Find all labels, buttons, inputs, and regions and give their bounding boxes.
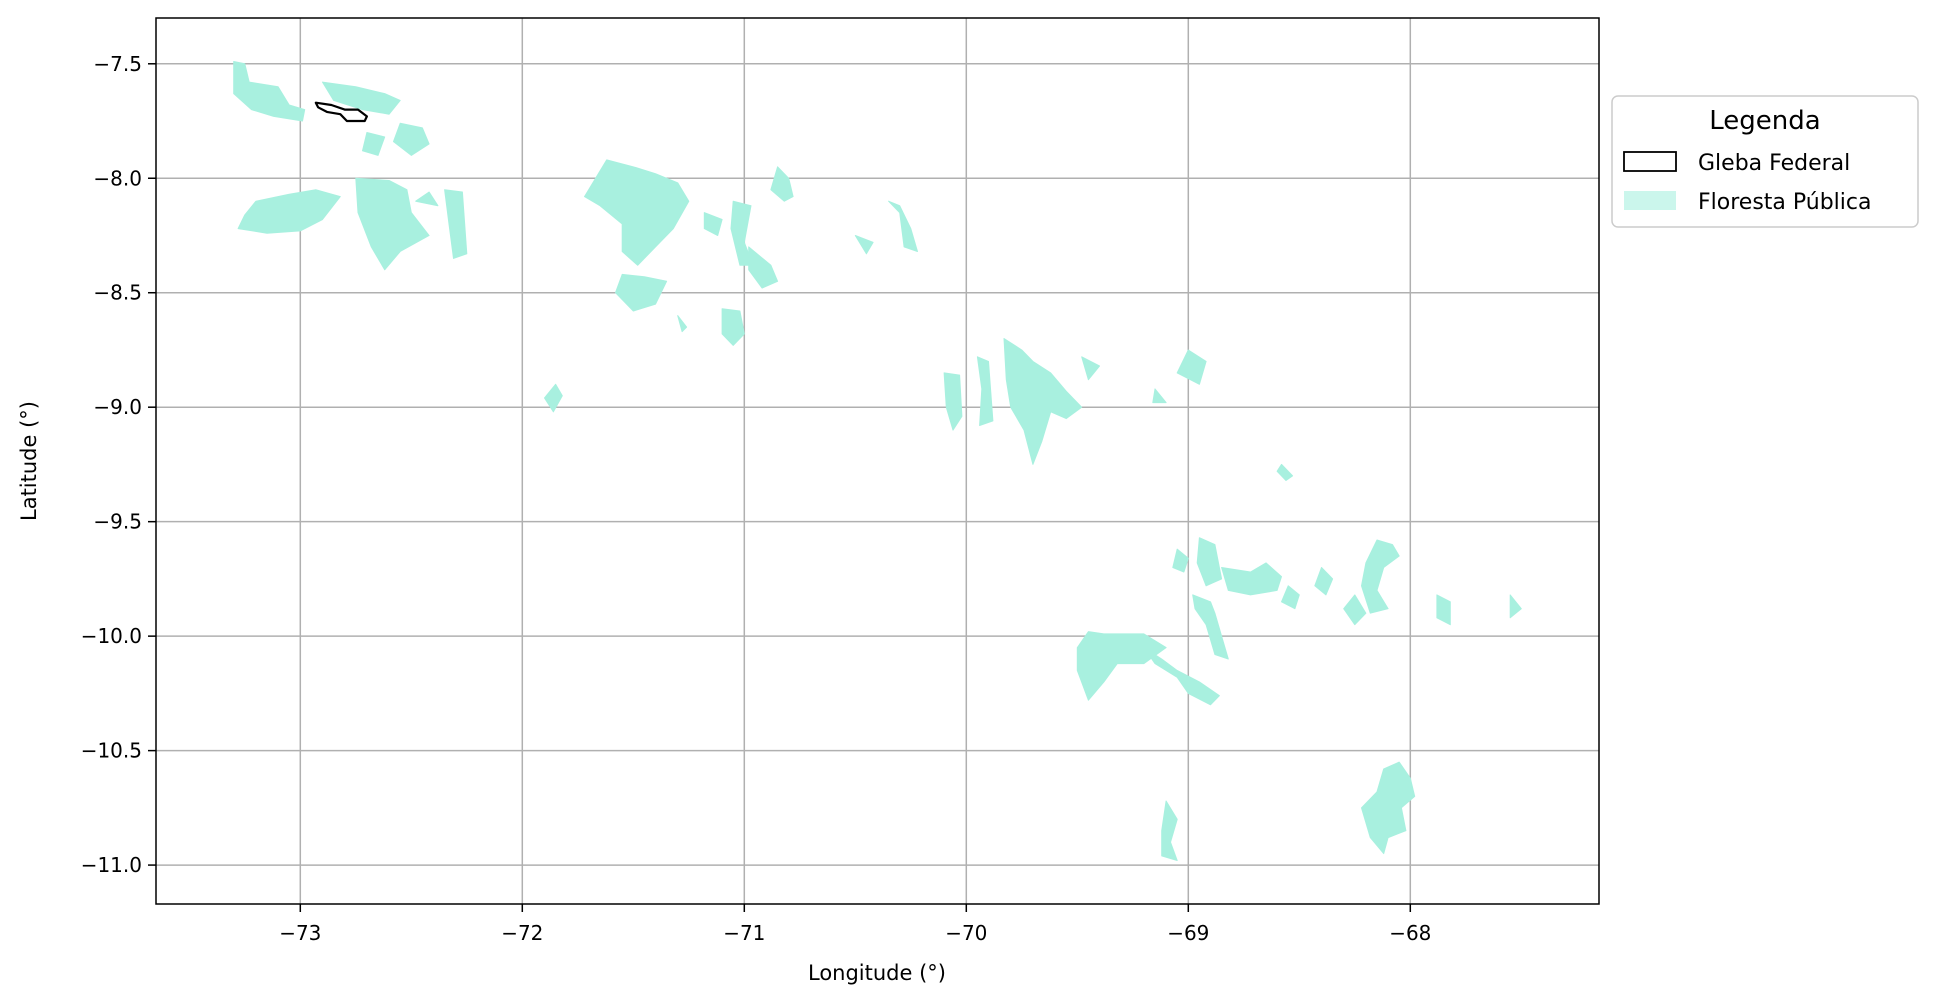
floresta-publica-polygon	[1436, 594, 1451, 626]
y-tick-label: −9.0	[93, 395, 142, 419]
x-tick-label: −68	[1389, 921, 1431, 945]
floresta-publica-polygon	[888, 200, 918, 252]
floresta-publica-polygon	[1143, 647, 1220, 706]
floresta-publica-polygon	[976, 356, 994, 426]
floresta-publica-polygon	[1281, 585, 1300, 610]
y-tick-label: −8.0	[93, 166, 142, 190]
floresta-publica-polygon	[237, 189, 341, 234]
floresta-publica-polygon	[415, 191, 439, 207]
gleba-federal-polygon	[314, 101, 368, 123]
x-tick-label: −71	[723, 921, 765, 945]
floresta-publica-polygon	[1361, 539, 1400, 614]
floresta-publica-polygon	[854, 235, 874, 255]
floresta-publica-polygon	[1152, 388, 1167, 404]
floresta-publica-polygon	[615, 273, 668, 312]
x-ticks: −73 −72 −71 −70 −69 −68	[279, 904, 1431, 945]
y-axis-label: Latitude (°)	[17, 401, 41, 521]
legend-title: Legenda	[1709, 106, 1820, 136]
legend-box	[1611, 95, 1919, 228]
floresta-publica-polygon	[1361, 761, 1416, 855]
floresta-publica-polygon	[233, 61, 306, 122]
floresta-publica-polygon	[748, 246, 779, 289]
floresta-publica-polygon	[1172, 548, 1189, 573]
floresta-publica-polygon	[1081, 356, 1100, 381]
floresta-publica-polygon	[1176, 349, 1207, 385]
floresta-publica-polygon	[721, 308, 745, 346]
floresta-publica-polygon	[355, 177, 430, 271]
legend: Legenda Gleba Federal Floresta Pública	[1611, 95, 1919, 228]
y-tick-label: −10.5	[81, 739, 142, 763]
axes-frame	[155, 17, 1600, 905]
floresta-publica-polygon	[1003, 338, 1083, 465]
legend-label-floresta-publica: Floresta Pública	[1698, 190, 1871, 215]
y-tick-label: −11.0	[81, 853, 142, 877]
floresta-publica-polygon	[1192, 594, 1229, 660]
floresta-publica-polygon	[322, 81, 401, 115]
floresta-publica-polygon	[1314, 567, 1334, 596]
floresta-publica-polygon	[1196, 537, 1223, 587]
floresta-publica-polygon	[393, 122, 430, 156]
gleba-federal-layer	[314, 101, 368, 123]
y-tick-label: −9.5	[93, 510, 142, 534]
x-tick-label: −73	[279, 921, 321, 945]
x-tick-label: −69	[1167, 921, 1209, 945]
floresta-publica-polygon	[1161, 800, 1178, 861]
x-tick-label: −72	[501, 921, 543, 945]
floresta-publica-polygon	[544, 383, 563, 413]
floresta-publica-polygon	[444, 189, 468, 259]
legend-label-gleba-federal: Gleba Federal	[1698, 151, 1850, 176]
map-layer	[233, 61, 1522, 861]
floresta-publica-polygon	[770, 166, 794, 202]
floresta-publica-polygon	[1276, 463, 1294, 481]
legend-swatch-gleba-federal	[1623, 151, 1677, 172]
floresta-publica-polygon	[1509, 594, 1522, 619]
floresta-publica-polygon	[1221, 562, 1282, 596]
y-tick-label: −8.5	[93, 281, 142, 305]
floresta-publica-polygon	[1343, 594, 1367, 626]
grid-lines	[156, 18, 1599, 904]
floresta-publica-polygon	[584, 159, 690, 266]
legend-swatch-floresta-publica	[1624, 191, 1676, 210]
y-tick-label: −7.5	[93, 52, 142, 76]
y-ticks: −7.5 −8.0 −8.5 −9.0 −9.5 −10.0 −10.5 −11.0	[81, 52, 156, 877]
x-tick-label: −70	[945, 921, 987, 945]
x-axis-label: Longitude (°)	[808, 961, 946, 985]
floresta-publica-polygon	[943, 372, 963, 431]
floresta-publica-polygon	[677, 315, 688, 333]
y-tick-label: −10.0	[81, 624, 142, 648]
floresta-publica-polygon	[703, 212, 723, 236]
floresta-publica-polygon	[362, 132, 386, 156]
floresta-publica-polygon	[1076, 631, 1167, 701]
floresta-publica-layer	[233, 61, 1522, 861]
